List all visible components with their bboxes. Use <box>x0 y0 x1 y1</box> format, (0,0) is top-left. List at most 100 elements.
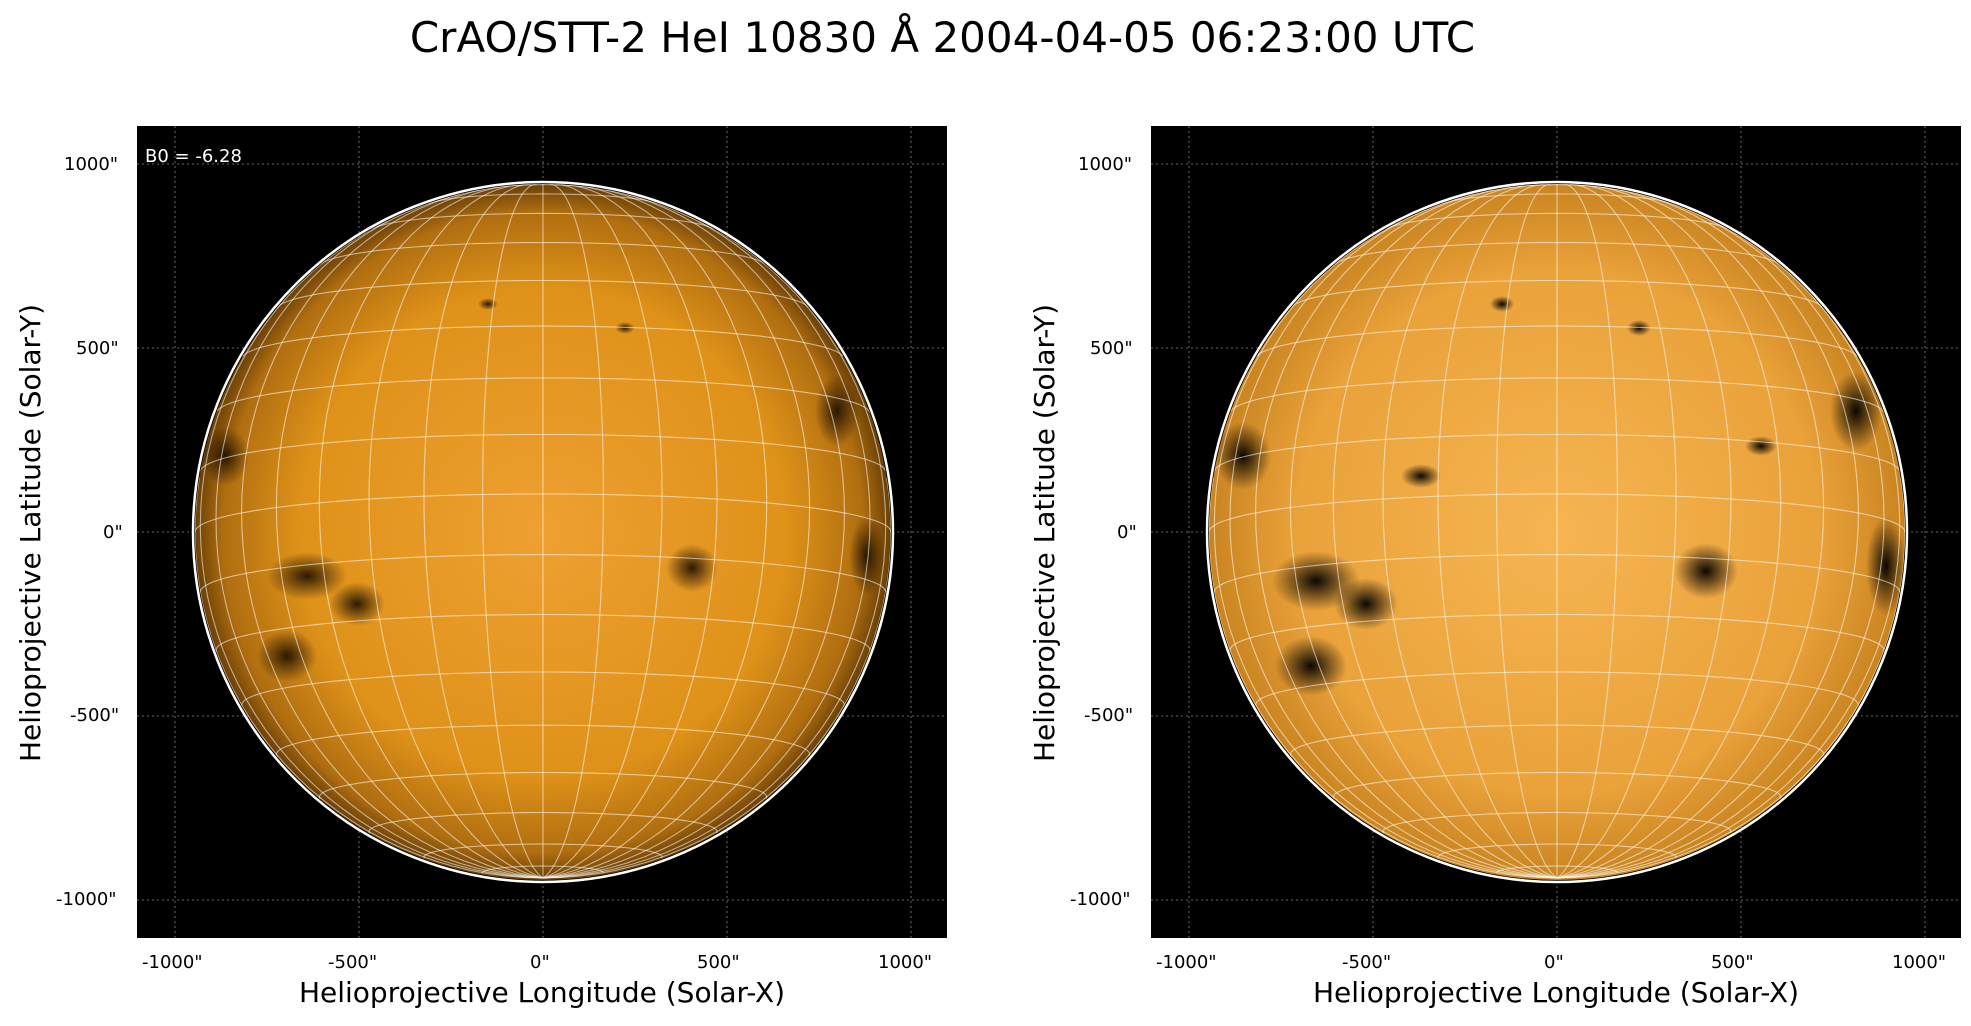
figure-title: CrAO/STT-2 HeI 10830 Å 2004-04-05 06:23:… <box>409 13 1476 62</box>
parallel-line <box>241 325 844 358</box>
parallel-line <box>491 184 595 189</box>
meridian-line <box>1556 477 1905 879</box>
meridian-line <box>542 185 768 879</box>
parallel-line <box>1496 865 1618 874</box>
x-tick-label: -1000" <box>142 952 203 973</box>
solar-disk-svg-left <box>137 126 947 938</box>
meridian-line <box>1496 184 1558 879</box>
b0-annotation: B0 = -6.28 <box>145 146 242 167</box>
y-tick-label: 1000" <box>1078 154 1133 175</box>
meridian-line <box>423 184 544 879</box>
meridian-line <box>1437 184 1558 879</box>
parallel-line <box>482 865 604 874</box>
parallel-line <box>241 671 845 708</box>
parallel-line <box>1334 242 1779 265</box>
parallel-line <box>1332 771 1782 800</box>
meridian-line <box>1556 185 1825 879</box>
meridian-line <box>542 185 811 879</box>
parallel-line <box>1213 433 1900 472</box>
parallel-line <box>1382 811 1732 834</box>
solar-limb-left <box>191 180 895 884</box>
y-tick-label: 1000" <box>64 154 119 175</box>
meridian-line <box>1209 477 1558 879</box>
y-tick-label: -1000" <box>56 889 117 910</box>
parallel-line <box>1213 554 1901 594</box>
meridian-line <box>1289 185 1558 879</box>
solar-disk-image-right <box>1151 126 1961 938</box>
meridian-line <box>1229 193 1558 879</box>
parallel-line <box>428 193 657 204</box>
meridian-line <box>1556 184 1732 879</box>
heliographic-grid-left <box>195 184 891 879</box>
parallel-line <box>216 377 871 413</box>
x-tick-label: 0" <box>1544 952 1564 973</box>
solar-disk-image-left: B0 = -6.28 <box>137 126 947 938</box>
x-axis-label-right: Helioprojective Longitude (Solar-X) <box>1312 976 1800 1009</box>
meridian-line <box>1382 184 1558 879</box>
parallel-line <box>371 212 715 230</box>
y-tick-label: 500" <box>1090 338 1133 359</box>
meridian-line <box>199 220 544 879</box>
parallel-line <box>1385 212 1729 230</box>
parallel-line <box>275 724 811 758</box>
parallel-line <box>1255 671 1859 708</box>
parallel-line <box>368 811 718 834</box>
x-tick-label: -1000" <box>1156 952 1217 973</box>
meridian-line <box>195 477 544 879</box>
meridian-line <box>368 184 544 879</box>
y-tick-label: 0" <box>103 522 123 543</box>
y-tick-label: -500" <box>1084 705 1134 726</box>
parallel-line <box>318 771 768 800</box>
solar-limb-right <box>1205 180 1909 884</box>
parallel-line <box>195 493 891 533</box>
parallel-line <box>1289 724 1825 758</box>
parallel-line <box>1209 493 1905 533</box>
parallel-line <box>1255 325 1858 358</box>
y-tick-label: -1000" <box>1070 889 1131 910</box>
parallel-line <box>199 554 887 594</box>
meridian-line <box>1556 185 1782 879</box>
parallel-line <box>215 613 871 652</box>
meridian-line <box>318 185 544 879</box>
heliographic-grid-right <box>1209 184 1905 879</box>
x-tick-label: -500" <box>1342 952 1392 973</box>
meridian-line <box>1556 184 1677 879</box>
x-tick-label: 1000" <box>878 952 933 973</box>
meridian-line <box>542 184 604 879</box>
y-tick-label: 0" <box>1117 522 1137 543</box>
meridian-line <box>275 185 544 879</box>
x-tick-label: 500" <box>697 952 740 973</box>
meridian-line <box>542 184 663 879</box>
parallel-line <box>1505 184 1609 189</box>
parallel-line <box>1229 613 1885 652</box>
x-tick-label: 500" <box>1711 952 1754 973</box>
parallel-line <box>320 242 765 265</box>
solar-disk-svg-right <box>1151 126 1961 938</box>
y-tick-label: -500" <box>70 705 120 726</box>
meridian-line <box>1556 220 1901 879</box>
meridian-line <box>1213 220 1558 879</box>
parallel-line <box>276 279 809 308</box>
parallel-line <box>1230 377 1885 413</box>
meridian-line <box>482 184 544 879</box>
parallel-line <box>1290 279 1823 308</box>
parallel-line <box>199 433 886 472</box>
y-tick-label: 500" <box>76 338 119 359</box>
meridian-line <box>215 193 544 879</box>
meridian-line <box>542 193 871 879</box>
x-tick-label: 0" <box>530 952 550 973</box>
parallel-line <box>1437 843 1677 859</box>
dark-features-left <box>201 298 885 682</box>
x-tick-label: -500" <box>328 952 378 973</box>
meridian-line <box>542 220 887 879</box>
parallel-line <box>423 843 663 859</box>
y-axis-label-left: Helioprojective Latitude (Solar-Y) <box>14 303 47 762</box>
meridian-line <box>542 184 718 879</box>
parallel-line <box>1442 193 1671 204</box>
meridian-line <box>1556 184 1618 879</box>
y-axis-label-right: Helioprojective Latitude (Solar-Y) <box>1028 303 1061 762</box>
meridian-line <box>1332 185 1558 879</box>
meridian-line <box>542 477 891 879</box>
meridian-line <box>1556 193 1885 879</box>
x-tick-label: 1000" <box>1892 952 1947 973</box>
